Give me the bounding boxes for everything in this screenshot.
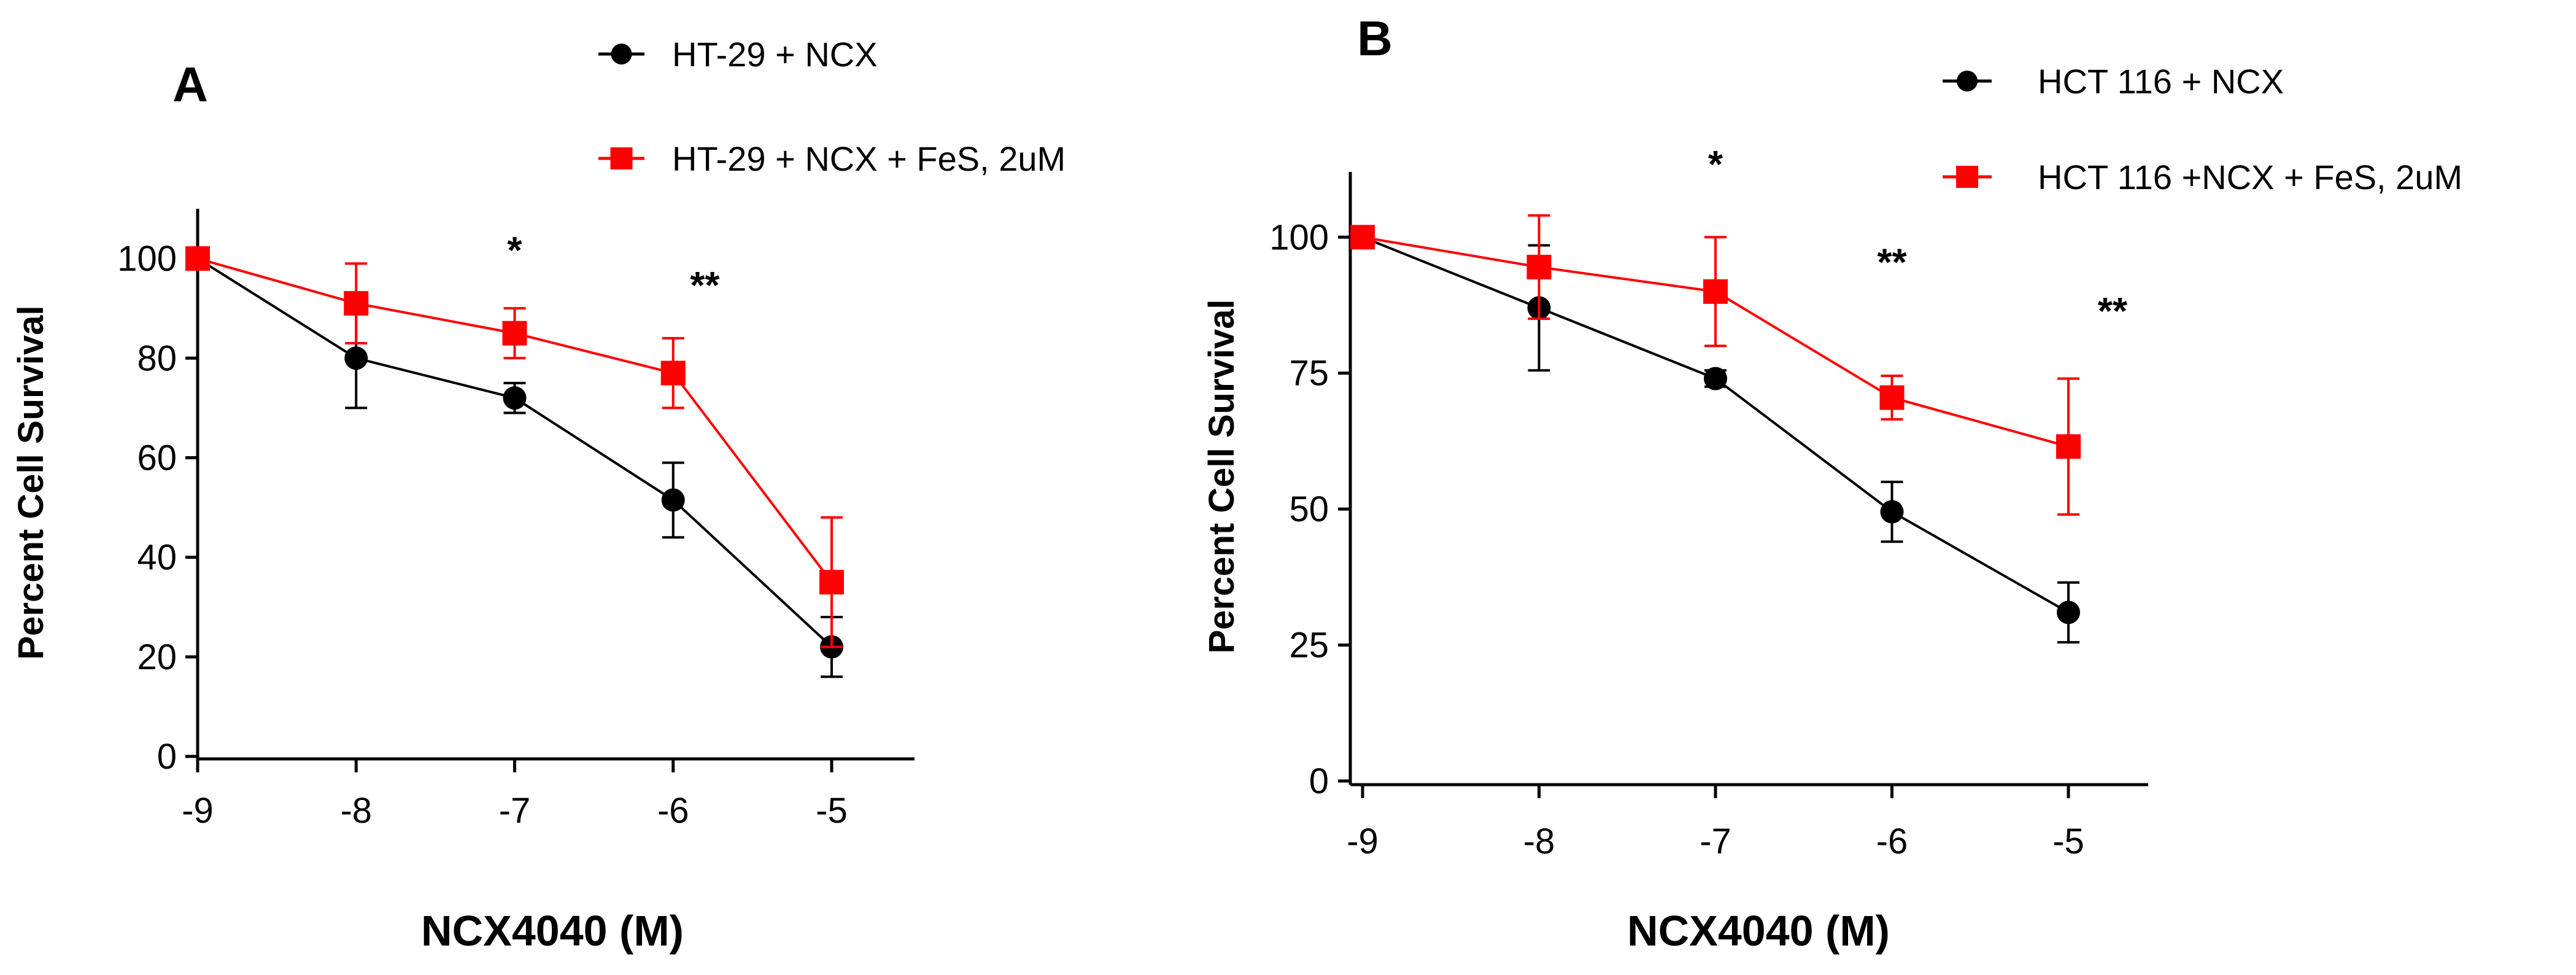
x-tick-label: -6 (657, 791, 689, 831)
significance-annotation: ** (2098, 290, 2128, 333)
y-tick-label: 0 (157, 737, 177, 777)
data-point-circle (661, 488, 685, 512)
y-tick-label: 80 (137, 338, 177, 378)
x-tick-label: -8 (1523, 822, 1555, 861)
data-point-circle (344, 346, 368, 370)
y-tick-label: 25 (1289, 626, 1329, 666)
data-point-square (660, 360, 686, 386)
y-tick-label: 40 (137, 538, 177, 578)
legend-label: HCT 116 + NCX (2038, 62, 2284, 101)
x-tick-label: -8 (340, 791, 372, 831)
x-tick-label: -5 (2052, 822, 2084, 861)
legend-a: HT-29 + NCX HT-29 + NCX + FeS, 2uM (598, 35, 1066, 178)
y-tick-label: 0 (1309, 761, 1329, 801)
legend-label: HT-29 + NCX (672, 35, 878, 74)
chart-a: 0 20 40 60 80 100 -9 -8 -7 -6 -5 NCX4040 (M) Percent… (11, 209, 915, 955)
y-tick-label: 100 (1269, 217, 1329, 257)
legend-label: HT-29 + NCX + FeS, 2uM (672, 139, 1066, 178)
data-point-square (819, 570, 844, 595)
panel-label-b: B (1357, 11, 1393, 66)
data-point-square (502, 320, 527, 346)
data-point-circle (503, 386, 527, 410)
y-tick-label: 50 (1289, 489, 1329, 529)
data-point-square (2056, 434, 2081, 459)
legend-label: HCT 116 +NCX + FeS, 2uM (2038, 158, 2462, 196)
data-point-circle (1704, 367, 1727, 390)
legend-marker-circle (611, 44, 632, 64)
data-point-square (1879, 385, 1905, 410)
legend-marker-circle (1957, 71, 1978, 91)
data-point-square (1703, 279, 1728, 304)
x-tick-label: -7 (1700, 822, 1731, 861)
x-tick-label: -6 (1876, 822, 1908, 861)
x-tick-label: -9 (182, 791, 214, 831)
y-tick-label: 75 (1289, 354, 1329, 394)
y-tick-label: 100 (117, 239, 177, 279)
significance-annotation: * (507, 230, 522, 272)
panel-label-a: A (172, 57, 208, 112)
data-point-square (1350, 225, 1375, 250)
significance-annotation: ** (690, 265, 720, 307)
chart-b: 0 25 50 75 100 -9 -8 -7 -6 -5 NCX4040 (M) Percent C… (1202, 144, 2148, 955)
significance-annotation: ** (1877, 241, 1907, 284)
y-axis-label: Percent Cell Survival (11, 305, 51, 659)
x-axis-label: NCX4040 (M) (1627, 907, 1890, 955)
y-axis-label: Percent Cell Survival (1202, 299, 1242, 653)
series-line-1 (197, 257, 833, 583)
legend-marker-square (610, 147, 633, 169)
legend-b: HCT 116 + NCX HCT 116 +NCX + FeS, 2uM (1943, 62, 2462, 196)
y-tick-label: 60 (137, 438, 177, 478)
x-tick-label: -9 (1347, 822, 1379, 861)
x-tick-label: -5 (816, 791, 848, 831)
data-point-circle (2057, 600, 2080, 624)
data-point-square (344, 291, 369, 316)
legend-marker-square (1956, 166, 1978, 188)
significance-annotation: * (1708, 144, 1723, 186)
data-point-circle (1880, 500, 1904, 524)
data-point-square (185, 246, 210, 271)
y-tick-label: 20 (137, 637, 177, 677)
x-tick-label: -7 (499, 791, 531, 831)
data-point-square (1526, 255, 1552, 279)
x-axis-label: NCX4040 (M) (421, 907, 684, 955)
